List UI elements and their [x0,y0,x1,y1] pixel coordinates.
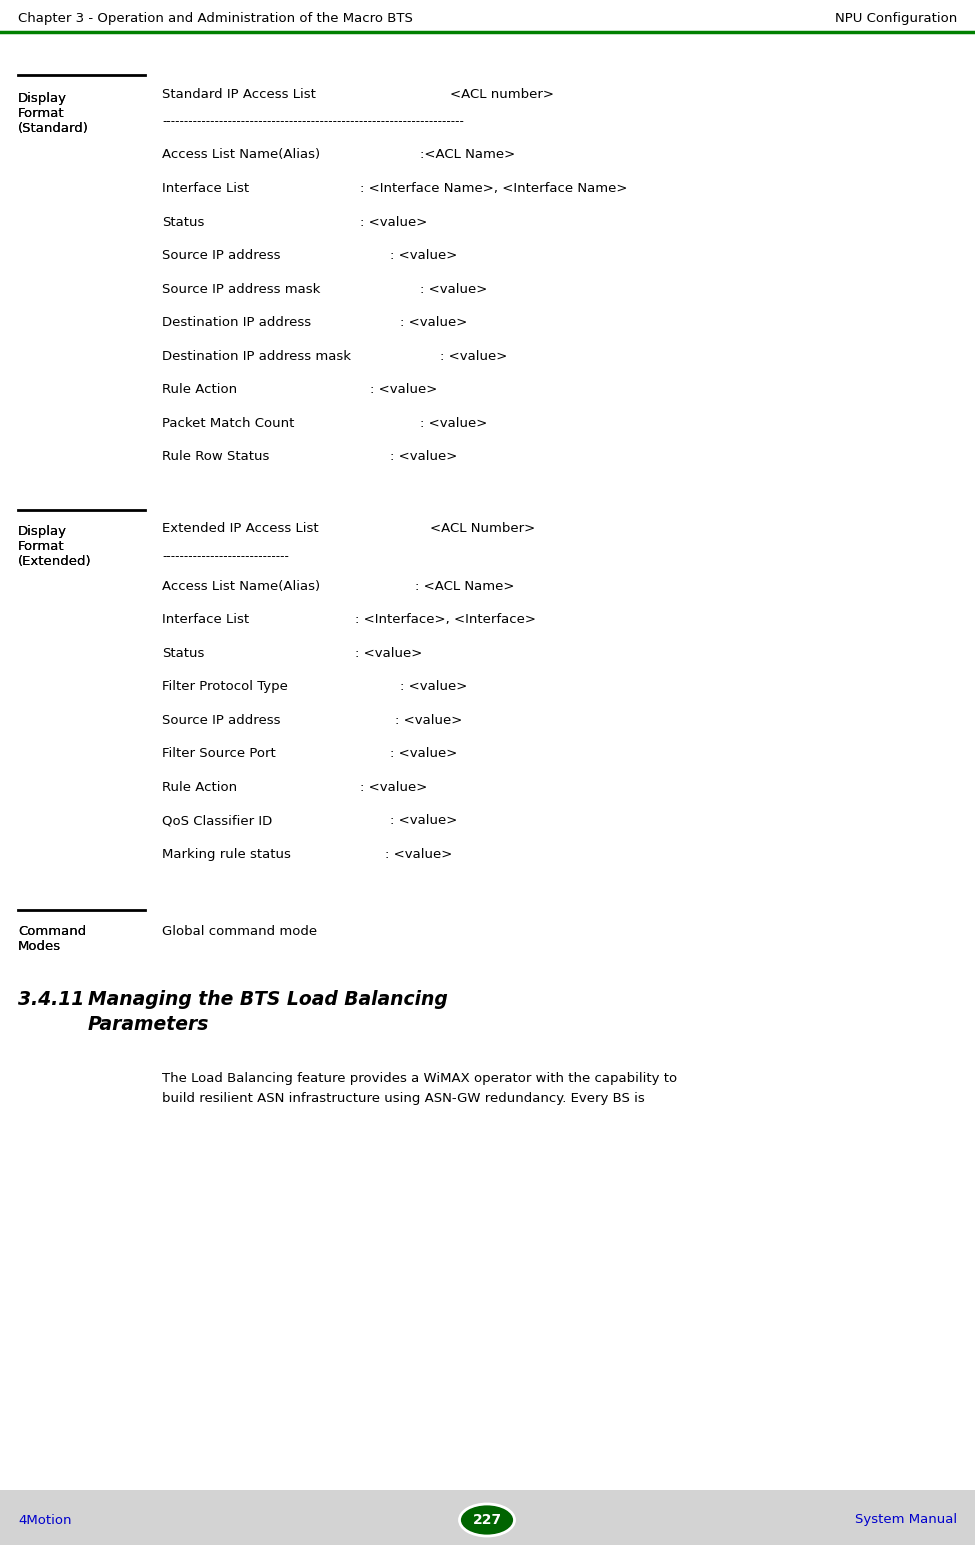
Text: 227: 227 [473,1513,501,1526]
Text: Chapter 3 - Operation and Administration of the Macro BTS: Chapter 3 - Operation and Administration… [18,12,412,25]
Text: Command
Modes: Command Modes [18,925,86,953]
Text: : <value>: : <value> [385,848,452,861]
Text: : <value>: : <value> [395,714,462,728]
Text: <ACL number>: <ACL number> [450,88,554,100]
Text: Source IP address: Source IP address [162,714,281,728]
Text: : <value>: : <value> [390,814,457,827]
Text: Status: Status [162,216,205,229]
Text: Display
Format
(Extended): Display Format (Extended) [18,525,92,569]
Text: Destination IP address: Destination IP address [162,317,311,329]
Text: : <value>: : <value> [370,383,438,396]
Text: Interface List: Interface List [162,182,250,195]
Text: Filter Source Port: Filter Source Port [162,746,276,760]
Text: Command
Modes: Command Modes [18,925,86,953]
Text: System Manual: System Manual [855,1514,957,1526]
Text: Rule Row Status: Rule Row Status [162,450,269,464]
Text: Source IP address: Source IP address [162,249,281,263]
Text: NPU Configuration: NPU Configuration [835,12,957,25]
Text: Access List Name(Alias): Access List Name(Alias) [162,148,320,161]
Text: 3.4.11: 3.4.11 [18,990,84,1009]
Text: : <value>: : <value> [440,351,507,363]
Text: : <value>: : <value> [360,216,427,229]
Text: Rule Action: Rule Action [162,383,237,396]
Text: Global command mode: Global command mode [162,925,317,938]
Text: Filter Protocol Type: Filter Protocol Type [162,680,288,694]
Text: : <Interface>, <Interface>: : <Interface>, <Interface> [355,613,536,626]
Text: Packet Match Count: Packet Match Count [162,417,294,430]
Text: Destination IP address mask: Destination IP address mask [162,351,351,363]
Text: : <value>: : <value> [355,647,422,660]
Text: : <value>: : <value> [390,450,457,464]
Text: Display
Format
(Extended): Display Format (Extended) [18,525,92,569]
Text: -----------------------------: ----------------------------- [162,550,289,562]
Text: Status: Status [162,647,205,660]
Text: : <ACL Name>: : <ACL Name> [415,579,515,593]
Text: : <Interface Name>, <Interface Name>: : <Interface Name>, <Interface Name> [360,182,628,195]
Text: QoS Classifier ID: QoS Classifier ID [162,814,272,827]
Text: Interface List: Interface List [162,613,250,626]
Text: Managing the BTS Load Balancing
Parameters: Managing the BTS Load Balancing Paramete… [88,990,448,1034]
Text: Source IP address mask: Source IP address mask [162,283,321,297]
Text: : <value>: : <value> [420,283,488,297]
Text: Display
Format
(Standard): Display Format (Standard) [18,93,89,134]
Text: Display
Format
(Standard): Display Format (Standard) [18,93,89,134]
Text: Access List Name(Alias): Access List Name(Alias) [162,579,320,593]
Text: Rule Action: Rule Action [162,782,237,794]
Text: Extended IP Access List: Extended IP Access List [162,522,319,535]
Ellipse shape [459,1503,515,1536]
Bar [0,1489,975,1545]
Text: <ACL Number>: <ACL Number> [430,522,535,535]
Text: : <value>: : <value> [400,317,467,329]
Text: The Load Balancing feature provides a WiMAX operator with the capability to
buil: The Load Balancing feature provides a Wi… [162,1072,677,1105]
Text: :<ACL Name>: :<ACL Name> [420,148,515,161]
Text: 4Motion: 4Motion [18,1514,71,1526]
Text: : <value>: : <value> [420,417,488,430]
Text: ---------------------------------------------------------------------: ----------------------------------------… [162,114,464,128]
Text: Standard IP Access List: Standard IP Access List [162,88,316,100]
Text: : <value>: : <value> [390,746,457,760]
Text: : <value>: : <value> [390,249,457,263]
Text: : <value>: : <value> [400,680,467,694]
Text: : <value>: : <value> [360,782,427,794]
Text: Marking rule status: Marking rule status [162,848,291,861]
